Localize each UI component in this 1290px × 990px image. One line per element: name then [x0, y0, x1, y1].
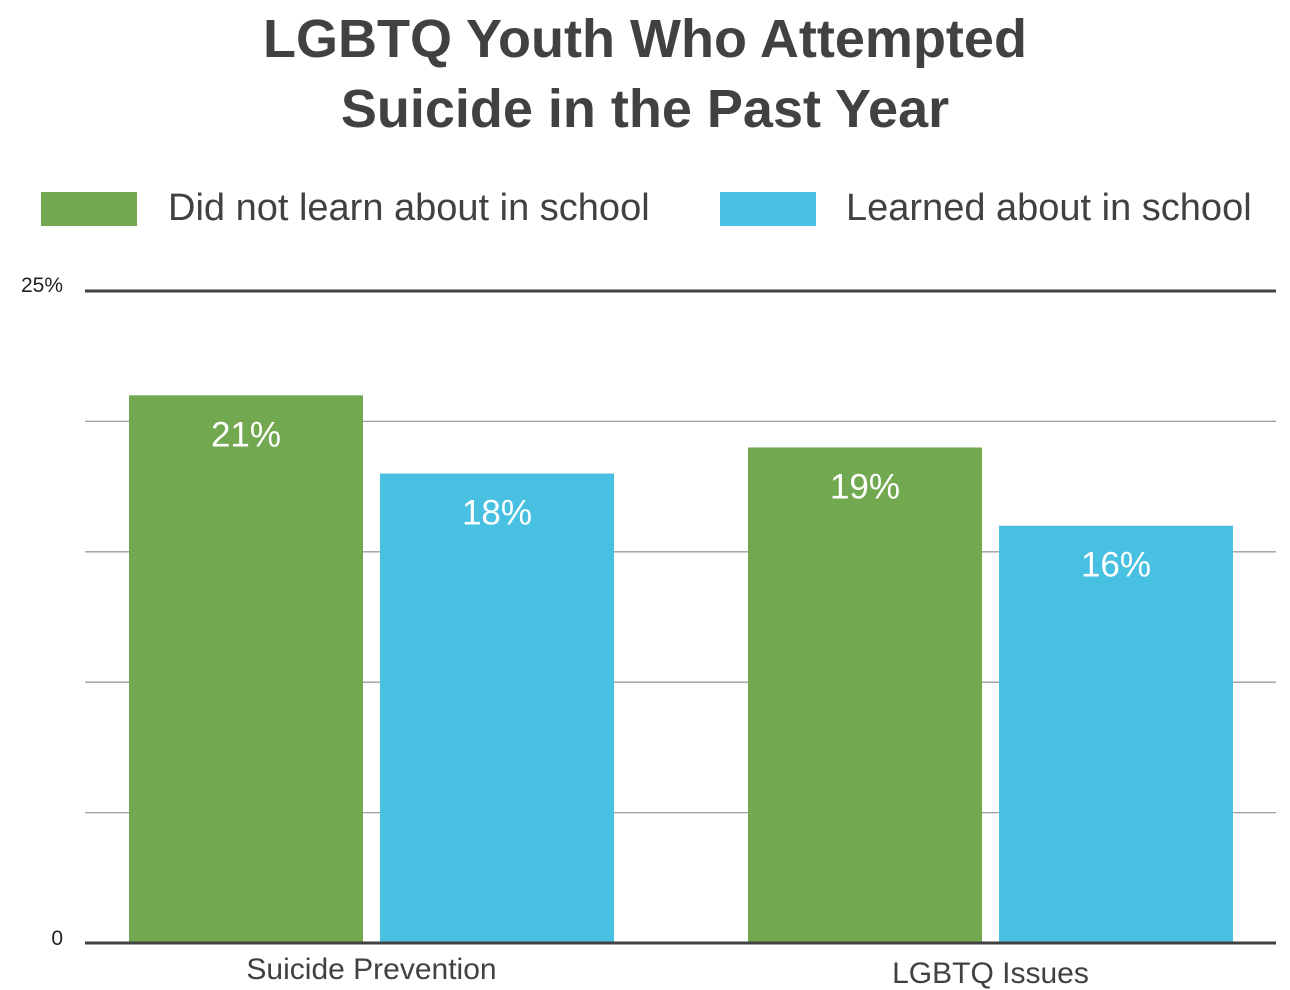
legend-label-did-not-learn: Did not learn about in school	[168, 187, 650, 229]
bar-value-label: 21%	[211, 415, 281, 454]
bar-value-label: 16%	[1081, 546, 1151, 585]
category-label: LGBTQ Issues	[892, 957, 1089, 990]
legend-swatch-did-not-learn	[41, 192, 137, 226]
bar	[748, 447, 982, 943]
chart-title-line-1: LGBTQ Youth Who Attempted	[263, 9, 1027, 69]
chart-title-line-2: Suicide in the Past Year	[340, 79, 950, 139]
bar-value-label: 18%	[462, 494, 532, 533]
category-label: Suicide Prevention	[246, 953, 496, 986]
y-tick-label-top: 25%	[21, 274, 63, 297]
legend-label-learned: Learned about in school	[846, 187, 1252, 229]
bar	[129, 395, 363, 943]
chart-title: LGBTQ Youth Who Attempted Suicide in the…	[0, 4, 1290, 144]
y-tick-label-bottom: 0	[51, 927, 63, 950]
bar	[380, 473, 614, 943]
legend-swatch-learned	[720, 192, 816, 226]
bar-value-label: 19%	[830, 467, 900, 506]
bar	[999, 525, 1233, 943]
